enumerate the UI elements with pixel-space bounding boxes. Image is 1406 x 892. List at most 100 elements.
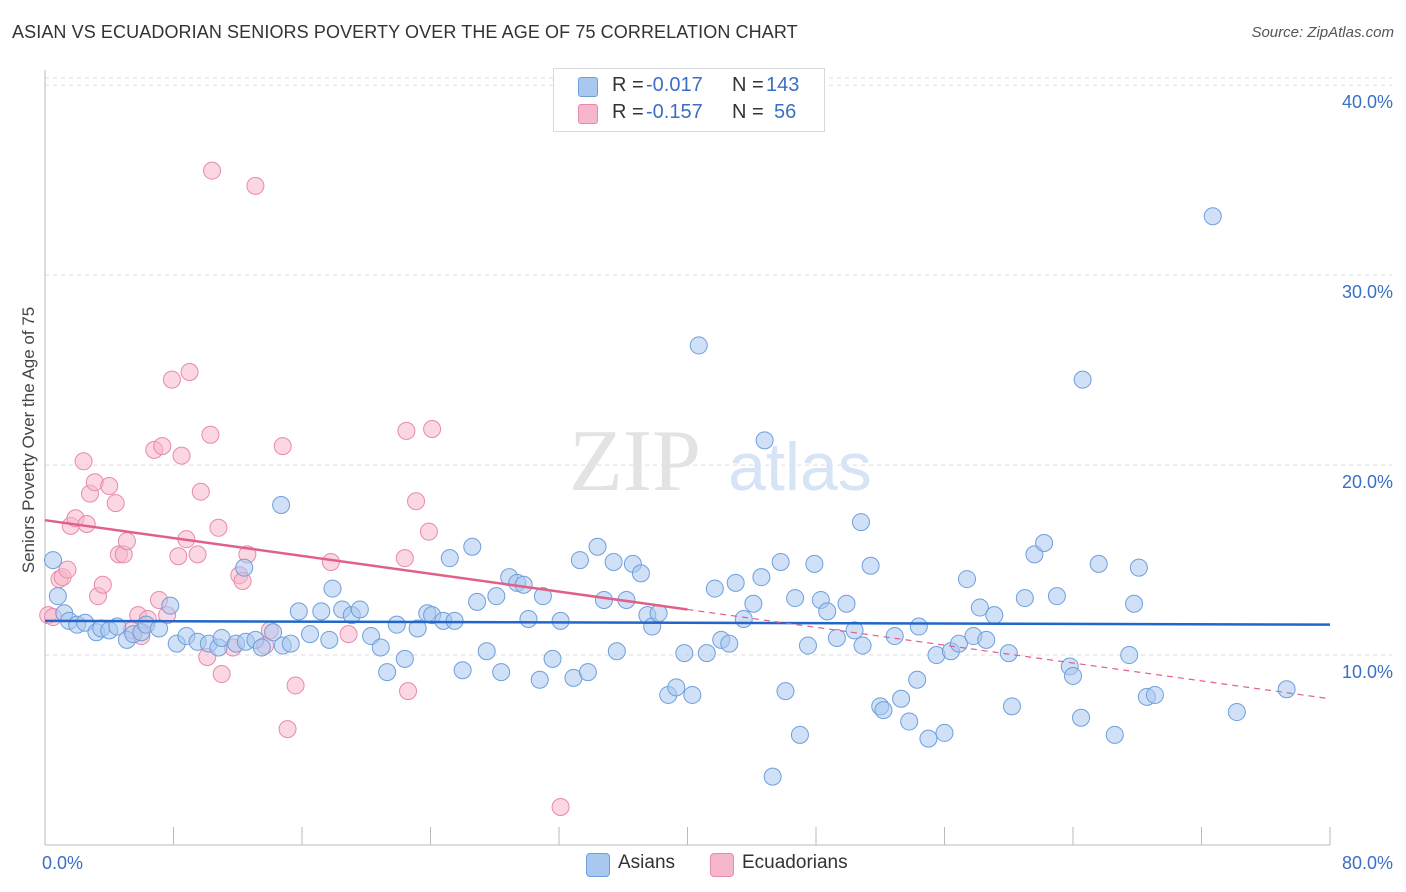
asian-point [798, 636, 817, 655]
asian-point [594, 590, 613, 609]
asian-point [697, 644, 716, 663]
y-tick-label: 40.0% [1342, 92, 1393, 112]
asian-point [530, 670, 549, 689]
asian-point [468, 592, 487, 611]
asian-point [453, 661, 472, 680]
ecuadorians-trend-line [44, 518, 688, 611]
asian-point [837, 594, 856, 613]
asian-point [588, 537, 607, 556]
ecuadorians-points [39, 161, 570, 817]
asian-point [408, 619, 427, 638]
asian-point [1089, 554, 1108, 573]
asian-point [519, 609, 538, 628]
ecuadorian-point [278, 720, 297, 739]
asian-point [631, 564, 650, 583]
asian-point [908, 670, 927, 689]
asian-point [440, 549, 459, 568]
asians-swatch [578, 77, 598, 97]
legend-n-value: 143 [766, 74, 800, 96]
ecuadorian-point [162, 370, 181, 389]
ecuadorian-point [172, 446, 191, 465]
asian-point [786, 589, 805, 608]
legend-n-value: 56 [774, 101, 797, 123]
watermark: ZIP atlas [569, 413, 872, 510]
ecuadorian-point [339, 625, 358, 644]
ecuadorians-trend-extension [687, 608, 1331, 700]
legend-r-value: -0.157 [646, 101, 703, 123]
ecuadorian-point [117, 532, 136, 551]
asian-point [752, 568, 771, 587]
chart-title: ASIAN VS ECUADORIAN SENIORS POVERTY OVER… [12, 22, 798, 42]
asian-point [477, 642, 496, 661]
asian-point [885, 627, 904, 646]
asian-point [705, 579, 724, 598]
asian-point [861, 556, 880, 575]
asian-point [874, 701, 893, 720]
ecuadorians-label: Ecuadorians [742, 852, 848, 873]
trend-lines [44, 518, 1331, 700]
ecuadorian-point [201, 425, 220, 444]
ecuadorian-point [209, 518, 228, 537]
asian-point [900, 712, 919, 731]
asians-swatch [586, 853, 610, 877]
legend-row-ecuadorians: R = -0.157 N = 56 [554, 101, 824, 127]
ecuadorian-point [153, 437, 172, 456]
ecuadorians-swatch [578, 104, 598, 124]
asian-point [1203, 207, 1222, 226]
ecuadorian-point [203, 161, 222, 180]
asian-point [720, 634, 739, 653]
ecuadorian-point [100, 476, 119, 495]
legend-row-asians: R = -0.017 N = 143 [554, 74, 824, 100]
ecuadorian-point [246, 176, 265, 195]
asians-points [44, 207, 1296, 786]
asian-point [683, 685, 702, 704]
x-tick-label: 0.0% [42, 853, 83, 873]
ecuadorian-point [273, 437, 292, 456]
asian-point [805, 554, 824, 573]
asian-point [395, 649, 414, 668]
asian-point [543, 649, 562, 668]
asian-point [1073, 370, 1092, 389]
y-tick-label: 20.0% [1342, 472, 1393, 492]
legend-n-label: N = [732, 101, 764, 123]
asian-point [533, 587, 552, 606]
tick-labels: 10.0% 20.0% 30.0% 40.0% 0.0% 80.0% [42, 92, 1393, 873]
asian-point [1105, 725, 1124, 744]
asian-point [1064, 666, 1082, 685]
asian-point [985, 606, 1004, 625]
asian-point [323, 579, 342, 598]
asian-point [570, 551, 589, 570]
ecuadorian-point [188, 545, 207, 564]
ecuadorian-point [423, 420, 442, 439]
asian-point [272, 495, 291, 514]
asian-point [675, 644, 694, 663]
asian-point [999, 644, 1018, 663]
asians-trend-line [44, 619, 1331, 626]
asian-point [909, 617, 928, 636]
asian-point [487, 587, 506, 606]
asian-point [827, 628, 846, 647]
ecuadorian-point [191, 482, 210, 501]
asian-point [289, 602, 308, 621]
ecuadorian-point [74, 452, 93, 471]
legend: R = -0.017 N = 143 R = -0.157 N = 56 [553, 68, 825, 132]
asian-point [44, 551, 63, 570]
asian-point [264, 623, 283, 642]
asian-point [1129, 558, 1148, 577]
ecuadorian-point [58, 560, 77, 579]
asian-point [957, 570, 976, 589]
ecuadorian-point [399, 682, 418, 701]
asian-point [689, 336, 708, 355]
x-tick-label: 80.0% [1342, 853, 1393, 873]
ecuadorian-point [106, 494, 125, 513]
asian-point [1002, 697, 1021, 716]
legend-r-label: R = [612, 74, 644, 96]
asian-point [853, 636, 872, 655]
ecuadorians-swatch [710, 853, 734, 877]
asian-point [252, 638, 271, 657]
asian-point [48, 587, 67, 606]
asian-point [763, 767, 782, 786]
asian-point [492, 663, 511, 682]
asian-point [604, 552, 623, 571]
asian-point [935, 723, 954, 742]
